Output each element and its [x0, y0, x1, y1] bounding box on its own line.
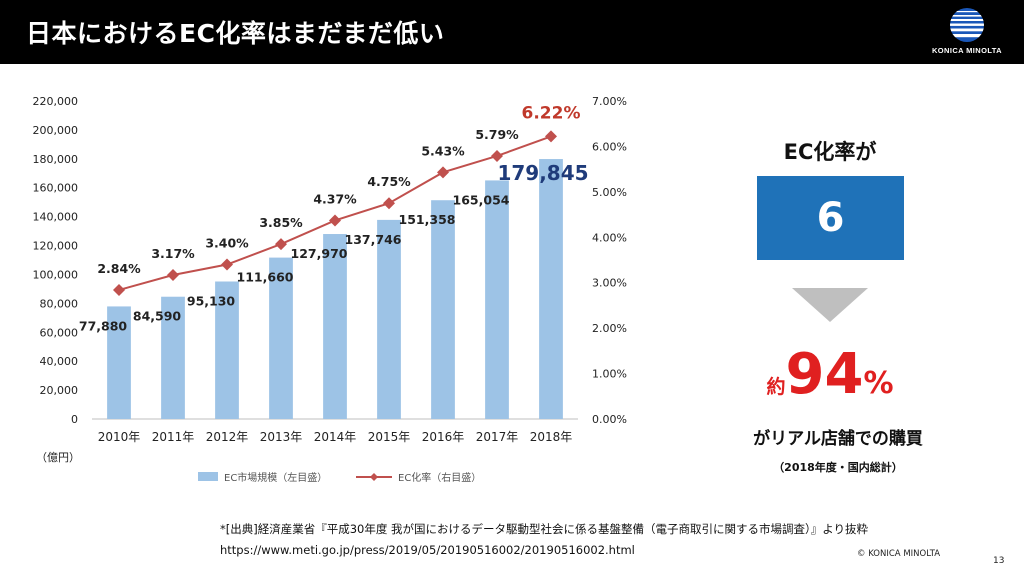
page-number: 13: [993, 556, 1005, 566]
right-axis-tick-label: 3.00%: [592, 277, 627, 290]
copyright: © KONICA MINOLTA: [857, 549, 941, 559]
ec-rate-point: [383, 197, 395, 210]
bar-data-label: 77,880: [79, 318, 128, 333]
left-axis-tick-label: 0: [71, 413, 78, 426]
x-axis-tick-label: 2016年: [422, 430, 465, 444]
left-axis-tick-label: 20,000: [40, 384, 79, 397]
line-data-label: 2.84%: [97, 261, 141, 276]
logo-text: KONICA MINOLTA: [931, 46, 1003, 55]
right-axis-tick-label: 7.00%: [592, 95, 627, 108]
bar-ec-market: [431, 200, 455, 419]
approx-prefix: 約: [766, 376, 786, 398]
bar-ec-market: [377, 219, 401, 419]
bar-ec-market: [485, 180, 509, 419]
real-store-unit: %: [863, 366, 894, 401]
line-data-label: 5.79%: [475, 127, 519, 142]
line-data-label-highlight: 6.22%: [522, 103, 581, 123]
left-axis-tick-label: 120,000: [33, 240, 79, 253]
left-axis-tick-label: 200,000: [33, 124, 79, 137]
bar-ec-market: [539, 159, 563, 419]
line-data-label: 3.40%: [205, 236, 249, 251]
line-data-label: 4.37%: [313, 191, 357, 206]
bar-data-label: 111,660: [237, 270, 294, 285]
panel-heading: EC化率が: [783, 140, 877, 164]
right-axis-tick-label: 5.00%: [592, 186, 627, 199]
ec-rate-point: [329, 214, 341, 227]
bar-data-label: 95,130: [187, 293, 236, 308]
real-store-number: 94: [785, 342, 864, 407]
ec-rate-point: [221, 258, 233, 271]
left-axis-tick-label: 40,000: [40, 355, 79, 368]
bar-ec-market: [161, 296, 185, 419]
left-axis-tick-label: 60,000: [40, 326, 79, 339]
right-axis-tick-label: 4.00%: [592, 231, 627, 244]
bar-ec-market: [215, 281, 239, 419]
bar-data-label: 127,970: [291, 246, 348, 261]
x-axis-tick-label: 2017年: [476, 430, 519, 444]
legend-label-bar: EC市場規模（左目盛）: [224, 471, 327, 484]
ec-rate-point: [275, 238, 287, 251]
left-axis-unit-label: （億円）: [36, 451, 80, 464]
source-url[interactable]: https://www.meti.go.jp/press/2019/05/201…: [220, 543, 635, 557]
bar-data-label: 84,590: [133, 309, 182, 324]
x-axis-tick-label: 2014年: [314, 430, 357, 444]
ec-rate-point: [167, 268, 179, 281]
down-arrow-icon: [792, 288, 868, 322]
ec-chart: 0 20,000 40,000 60,000 80,000 100,000 120,000 1…: [33, 95, 627, 484]
line-data-label: 3.17%: [151, 246, 195, 261]
year-note: （2018年度・国内総計）: [773, 461, 903, 474]
header-bar: 日本におけるEC化率はまだまだ低い KONICA MINOLTA: [0, 0, 1024, 64]
legend-swatch-marker: [370, 473, 378, 481]
bar-ec-market: [323, 234, 347, 419]
legend-swatch-bar: [198, 472, 218, 481]
x-axis-tick-label: 2012年: [206, 430, 249, 444]
left-axis-tick-label: 100,000: [33, 268, 79, 281]
left-axis-tick-label: 80,000: [40, 297, 79, 310]
left-axis-tick-label: 140,000: [33, 211, 79, 224]
ec-rate-point: [437, 166, 449, 179]
x-axis-tick-label: 2018年: [530, 430, 573, 444]
x-axis-tick-label: 2011年: [152, 430, 195, 444]
x-axis-tick-label: 2010年: [98, 430, 141, 444]
left-axis-tick-label: 160,000: [33, 182, 79, 195]
bar-data-label-highlight: 179,845: [497, 161, 588, 185]
bar-data-label: 137,746: [345, 232, 402, 247]
left-axis-tick-label: 220,000: [33, 95, 79, 108]
bar-data-label: 151,358: [399, 212, 456, 227]
ec-rate-value: 6: [816, 195, 845, 241]
legend-label-line: EC化率（右目盛）: [398, 471, 481, 484]
page-title: 日本におけるEC化率はまだまだ低い: [26, 19, 445, 48]
bar-ec-market: [269, 257, 293, 419]
real-store-share: 約94%: [720, 342, 940, 407]
line-data-label: 4.75%: [367, 174, 411, 189]
line-data-label: 5.43%: [421, 143, 465, 158]
x-axis-tick-label: 2013年: [260, 430, 303, 444]
right-axis-tick-label: 6.00%: [592, 140, 627, 153]
right-axis-tick-label: 0.00%: [592, 413, 627, 426]
left-axis-tick-label: 180,000: [33, 153, 79, 166]
ec-rate-point: [545, 130, 557, 143]
source-citation: *[出典]経済産業省『平成30年度 我が国におけるデータ駆動型社会に係る基盤整備…: [220, 522, 869, 536]
x-axis-tick-label: 2015年: [368, 430, 411, 444]
right-axis-tick-label: 1.00%: [592, 368, 627, 381]
ec-rate-point: [113, 283, 125, 296]
globe-logo-icon: [950, 8, 984, 42]
right-axis-tick-label: 2.00%: [592, 322, 627, 335]
real-store-caption: がリアル店舗での購買: [753, 429, 923, 449]
konica-minolta-logo: KONICA MINOLTA: [928, 6, 1006, 60]
bar-data-label: 165,054: [453, 192, 510, 207]
bar-ec-market: [107, 306, 131, 419]
line-data-label: 3.85%: [259, 215, 303, 230]
ec-rate-box: 6%: [757, 176, 904, 319]
ec-rate-point: [491, 149, 503, 162]
